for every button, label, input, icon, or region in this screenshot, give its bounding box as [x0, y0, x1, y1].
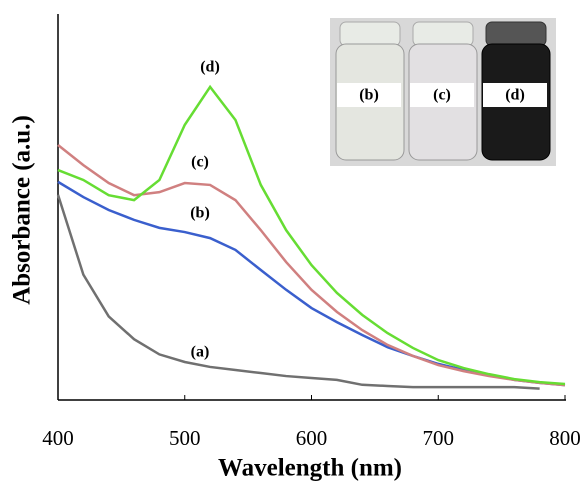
y-axis-title: Absorbance (a.u.)	[9, 115, 36, 305]
series-label: (c)	[191, 154, 209, 171]
x-tick-label: 500	[169, 426, 201, 450]
inset-label-box	[337, 83, 401, 107]
series-line	[57, 84, 566, 386]
series-label: (b)	[190, 205, 210, 222]
inset-photo: (b) (c) (d)	[330, 18, 556, 166]
series-line	[56, 194, 540, 390]
x-tick-label: 800	[549, 426, 581, 450]
vial-cap	[339, 21, 401, 47]
series-line	[57, 180, 566, 387]
vial-cap	[485, 21, 547, 47]
x-axis-title: Wavelength (nm)	[218, 455, 402, 482]
x-tick-label: 700	[423, 426, 455, 450]
inset-label: (c)	[433, 87, 451, 104]
inset-label: (b)	[359, 87, 379, 104]
x-tick-label: 600	[296, 426, 328, 450]
inset-label-box	[410, 83, 474, 107]
series-label: (a)	[191, 344, 210, 361]
series-label: (d)	[200, 59, 220, 76]
vial-cap	[412, 21, 474, 47]
inset-label: (d)	[505, 87, 525, 104]
inset-label-box	[483, 83, 547, 107]
x-tick-label: 400	[42, 426, 74, 450]
